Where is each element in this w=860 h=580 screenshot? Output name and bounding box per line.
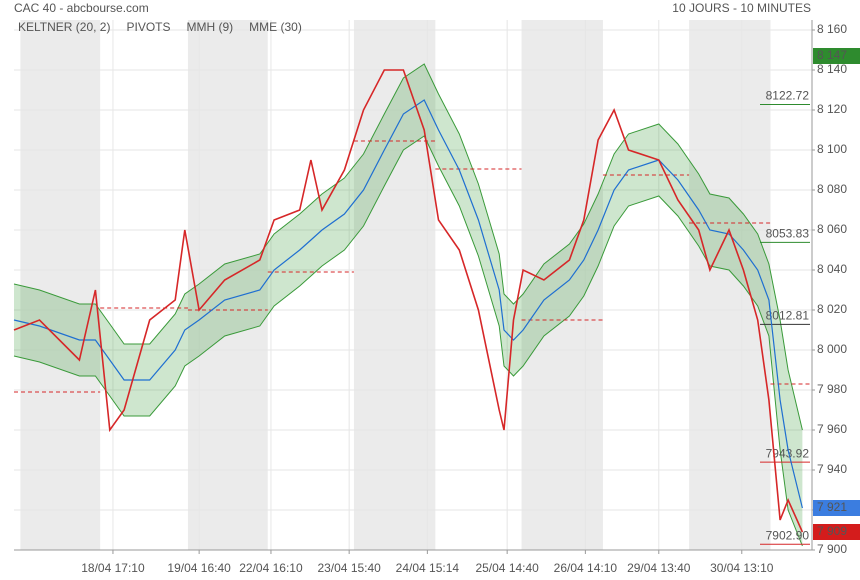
- x-tick-label: 26/04 14:10: [554, 561, 618, 575]
- y-tick-label: 7 980: [817, 382, 847, 396]
- x-tick-label: 23/04 15:40: [317, 561, 381, 575]
- session-shade: [20, 20, 101, 550]
- pivot-label: 8122.72: [766, 89, 810, 103]
- legend-entry: MME (30): [249, 20, 302, 34]
- y-tick-label: 7 940: [817, 462, 847, 476]
- y-tick-label: 8 020: [817, 302, 847, 316]
- chart-subtitle: 10 JOURS - 10 MINUTES: [672, 1, 811, 15]
- x-tick-label: 29/04 13:40: [627, 561, 691, 575]
- x-tick-label: 22/04 16:10: [239, 561, 303, 575]
- x-tick-label: 25/04 14:40: [475, 561, 539, 575]
- x-tick-label: 18/04 17:10: [81, 561, 145, 575]
- y-tick-label: 8 120: [817, 102, 847, 116]
- legend-entry: PIVOTS: [126, 20, 170, 34]
- series-line: [13, 69, 804, 533]
- session-shade: [353, 20, 436, 550]
- pivot-label: 7943.92: [766, 446, 810, 460]
- session-shade: [689, 20, 771, 550]
- keltner-upper: [13, 63, 803, 431]
- price-tag-label: 8 147: [817, 48, 847, 62]
- price-tag: [813, 48, 860, 64]
- series-line: [13, 99, 803, 509]
- session-shade: [187, 20, 268, 550]
- x-tick-label: 30/04 13:10: [710, 561, 774, 575]
- y-tick-label: 8 040: [817, 262, 847, 276]
- legend-entry: KELTNER (20, 2): [18, 20, 110, 34]
- price-tag: [813, 500, 860, 516]
- pivot-label: 7902.90: [766, 528, 810, 542]
- y-tick-label: 8 080: [817, 182, 847, 196]
- x-tick-label: 24/04 15:14: [396, 561, 460, 575]
- pivot-label: 8012.81: [766, 309, 810, 323]
- price-tag-label: 7 909: [817, 524, 847, 538]
- chart-title: CAC 40 - abcbourse.com: [14, 1, 149, 15]
- price-tag-label: 7 921: [817, 500, 847, 514]
- y-tick-label: 7 900: [817, 542, 847, 556]
- price-tag: [813, 524, 860, 540]
- pivot-label: 8053.83: [766, 227, 810, 241]
- y-tick-label: 7 960: [817, 422, 847, 436]
- y-tick-label: 8 000: [817, 342, 847, 356]
- keltner-band: [14, 64, 803, 546]
- y-tick-label: 8 160: [817, 22, 847, 36]
- y-tick-label: 8 060: [817, 222, 847, 236]
- x-tick-label: 19/04 16:40: [167, 561, 231, 575]
- legend-entry: MMH (9): [187, 20, 234, 34]
- y-tick-label: 8 100: [817, 142, 847, 156]
- y-tick-label: 8 140: [817, 62, 847, 76]
